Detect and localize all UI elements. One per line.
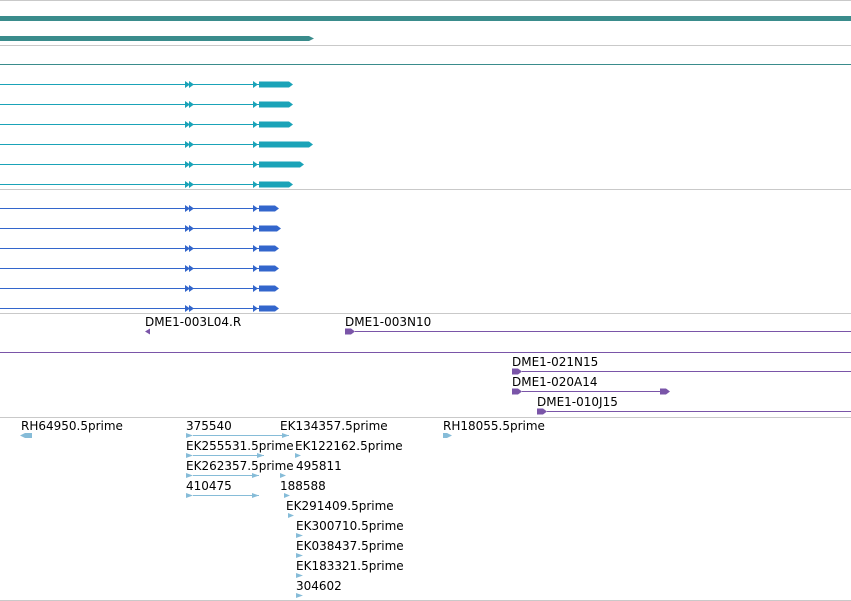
gene-feature-bar[interactable] [0,16,851,21]
est-feature[interactable] [186,433,289,438]
est-label[interactable]: 375540 [186,419,232,433]
est-label[interactable]: EK183321.5prime [296,559,404,573]
est-feature[interactable] [443,433,452,438]
transcript[interactable] [0,265,279,272]
clone-feature[interactable] [512,388,670,395]
clone-label[interactable]: DME1-003N10 [345,315,432,329]
transcript[interactable] [0,305,279,312]
gene-track[interactable] [0,16,851,65]
transcript[interactable] [0,205,279,212]
transcript[interactable] [0,141,313,148]
est-label[interactable]: EK291409.5prime [286,499,394,513]
transcript[interactable] [0,81,293,88]
est-feature[interactable] [288,513,294,518]
est-feature[interactable] [186,453,264,458]
transcript[interactable] [0,285,279,292]
est-label[interactable]: EK038437.5prime [296,539,404,553]
transcript[interactable] [0,101,293,108]
est-feature[interactable] [296,573,303,578]
clone-track[interactable] [0,328,851,415]
est-label[interactable]: RH64950.5prime [21,419,123,433]
transcript[interactable] [0,121,293,128]
est-label[interactable]: EK262357.5prime [186,459,294,473]
est-track[interactable] [20,433,452,598]
transcript[interactable] [0,225,281,232]
est-feature[interactable] [296,593,303,598]
clone-feature[interactable] [345,328,851,335]
transcript[interactable] [0,245,279,252]
est-feature[interactable] [20,433,32,438]
est-feature[interactable] [280,473,286,478]
clone-feature[interactable] [537,408,851,415]
transcript[interactable] [0,181,293,188]
est-label[interactable]: 304602 [296,579,342,593]
est-label[interactable]: EK300710.5prime [296,519,404,533]
est-label[interactable]: 495811 [296,459,342,473]
est-label[interactable]: 410475 [186,479,232,493]
est-label[interactable]: EK122162.5prime [295,439,403,453]
est-label[interactable]: RH18055.5prime [443,419,545,433]
transcript-group-teal[interactable] [0,81,313,188]
est-label[interactable]: 188588 [280,479,326,493]
est-feature[interactable] [295,453,301,458]
est-label[interactable]: EK255531.5prime [186,439,294,453]
est-label[interactable]: EK134357.5prime [280,419,388,433]
transcript-group-blue[interactable] [0,205,281,312]
est-feature[interactable] [186,493,259,498]
clone-label[interactable]: DME1-020A14 [512,375,598,389]
est-feature[interactable] [296,533,303,538]
est-feature[interactable] [186,473,259,478]
est-feature[interactable] [296,553,303,558]
clone-feature[interactable] [512,368,851,375]
clone-label[interactable]: DME1-003L04.R [145,315,242,329]
transcript[interactable] [0,161,304,168]
clone-label[interactable]: DME1-010J15 [537,395,618,409]
est-feature[interactable] [284,493,290,498]
clone-label[interactable]: DME1-021N15 [512,355,599,369]
gene-feature-arrow[interactable] [0,36,314,41]
triangle-left-icon[interactable] [145,328,150,335]
